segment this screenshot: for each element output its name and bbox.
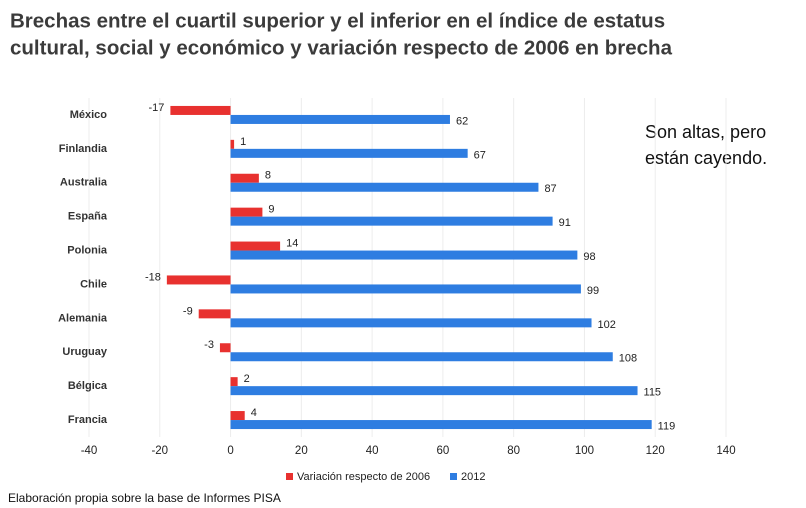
y-tick-label: Alemania [58,312,108,324]
data-label: 98 [583,251,595,263]
y-tick-label: Polonia [67,244,108,256]
x-tick-label: 120 [646,445,665,457]
bar [230,318,592,328]
data-label: -3 [204,339,214,351]
bar [219,343,231,353]
data-label: 1 [240,136,246,148]
data-label: -9 [183,305,193,317]
data-label: 9 [268,204,274,216]
bar [230,216,553,226]
y-tick-label: Uruguay [62,346,108,358]
y-tick-label: Francia [68,414,108,426]
x-tick-label: -20 [151,445,168,457]
chart-title: Brechas entre el cuartil superior y el i… [10,9,665,32]
legend-swatch [450,473,457,480]
x-tick-label: 140 [716,445,735,457]
x-tick-label: 20 [295,445,308,457]
bar [198,309,231,319]
bar [230,207,263,217]
data-label: 91 [559,217,571,229]
data-label: 102 [598,319,616,331]
legend-label: 2012 [461,471,485,483]
bar [230,284,581,294]
bar [166,275,231,285]
legend-swatch [286,473,293,480]
data-label: 119 [658,420,676,432]
bar [230,182,539,192]
bar [230,411,245,421]
bar [230,139,235,149]
x-tick-label: 60 [436,445,449,457]
y-tick-label: España [68,211,108,223]
bar [230,420,652,430]
y-tick-label: Finlandia [59,143,108,155]
data-label: 14 [286,237,298,249]
y-tick-label: Australia [60,177,108,189]
y-tick-label: México [70,109,108,121]
data-label: 62 [456,115,468,127]
bar [230,173,259,183]
bar [230,241,281,251]
data-label: 67 [474,149,486,161]
x-tick-label: 80 [507,445,520,457]
x-tick-label: 100 [575,445,594,457]
x-tick-label: 0 [227,445,233,457]
bar [170,105,231,115]
bar [230,148,468,158]
bar [230,386,638,396]
bar [230,352,613,362]
bar [230,114,450,124]
source-note: Elaboración propia sobre la base de Info… [8,491,281,505]
data-label: 108 [619,353,637,365]
y-tick-label: Bélgica [68,380,108,392]
annotation: Son altas, pero [645,122,766,142]
x-tick-label: 40 [366,445,379,457]
y-tick-label: Chile [80,278,107,290]
annotation: están cayendo. [645,148,767,168]
data-label: 2 [244,373,250,385]
data-label: 115 [644,387,662,399]
data-label: 4 [251,407,257,419]
legend-label: Variación respecto de 2006 [297,471,430,483]
data-label: 99 [587,285,599,297]
bar [230,250,578,260]
data-label: 87 [544,183,556,195]
data-label: -18 [145,271,161,283]
data-label: -17 [148,102,164,114]
chart-title: cultural, social y económico y variación… [10,36,673,59]
bar [230,377,238,387]
data-label: 8 [265,170,271,182]
x-tick-label: -40 [81,445,98,457]
